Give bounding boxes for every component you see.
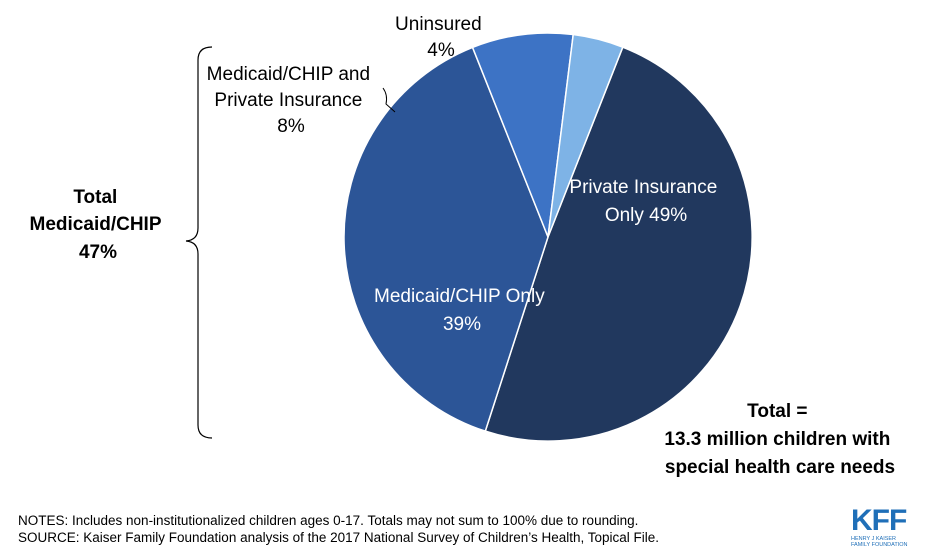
leader-line bbox=[382, 87, 396, 113]
total-medicaid-label: Total Medicaid/CHIP 47% bbox=[30, 187, 167, 263]
label-line: Total bbox=[73, 187, 117, 208]
source-text: SOURCE: Kaiser Family Foundation analysi… bbox=[18, 530, 660, 545]
label-line: 39% bbox=[443, 314, 481, 335]
label-line: 4% bbox=[427, 40, 455, 61]
label-line: Total = bbox=[747, 401, 807, 422]
label-line: Private Insurance bbox=[214, 90, 362, 111]
label-line: Private Insurance bbox=[569, 177, 717, 198]
label-line: Medicaid/CHIP bbox=[30, 214, 162, 235]
label-line: Uninsured bbox=[395, 14, 482, 35]
label-line: Medicaid/CHIP Only bbox=[374, 286, 545, 307]
logo-text: KFF bbox=[851, 504, 907, 537]
label-line: Medicaid/CHIP and bbox=[207, 64, 370, 85]
logo-subtext-line: HENRY J KAISER bbox=[851, 536, 897, 542]
label-line: 13.3 million children with bbox=[664, 429, 890, 450]
slice-medicaid-and-private bbox=[471, 32, 575, 238]
total-annotation: Total = 13.3 million children with speci… bbox=[664, 401, 895, 478]
slice-private-only bbox=[484, 46, 753, 442]
bracket bbox=[185, 46, 213, 439]
label-line: 47% bbox=[79, 242, 117, 263]
slice-label-medicaid-only: Medicaid/CHIP Only 39% bbox=[374, 286, 550, 335]
label-line: special health care needs bbox=[665, 457, 895, 478]
slice-uninsured bbox=[547, 33, 624, 238]
logo-subtext: HENRY J KAISER FAMILY FOUNDATION bbox=[851, 536, 917, 548]
slice-label-private-only: Private Insurance Only 49% bbox=[569, 177, 722, 226]
label-line: Only 49% bbox=[605, 205, 687, 226]
slice-label-uninsured: Uninsured 4% bbox=[395, 14, 487, 61]
notes-text: NOTES: Includes non-institutionalized ch… bbox=[18, 513, 639, 528]
pie-slices bbox=[343, 32, 753, 442]
slice-label-medicaid-and-private: Medicaid/CHIP and Private Insurance 8% bbox=[207, 64, 376, 137]
slice-medicaid-only bbox=[343, 46, 549, 433]
kff-logo: KFF HENRY J KAISER FAMILY FOUNDATION bbox=[851, 506, 917, 550]
logo-subtext-line: FAMILY FOUNDATION bbox=[851, 542, 908, 548]
label-line: 8% bbox=[277, 116, 305, 137]
